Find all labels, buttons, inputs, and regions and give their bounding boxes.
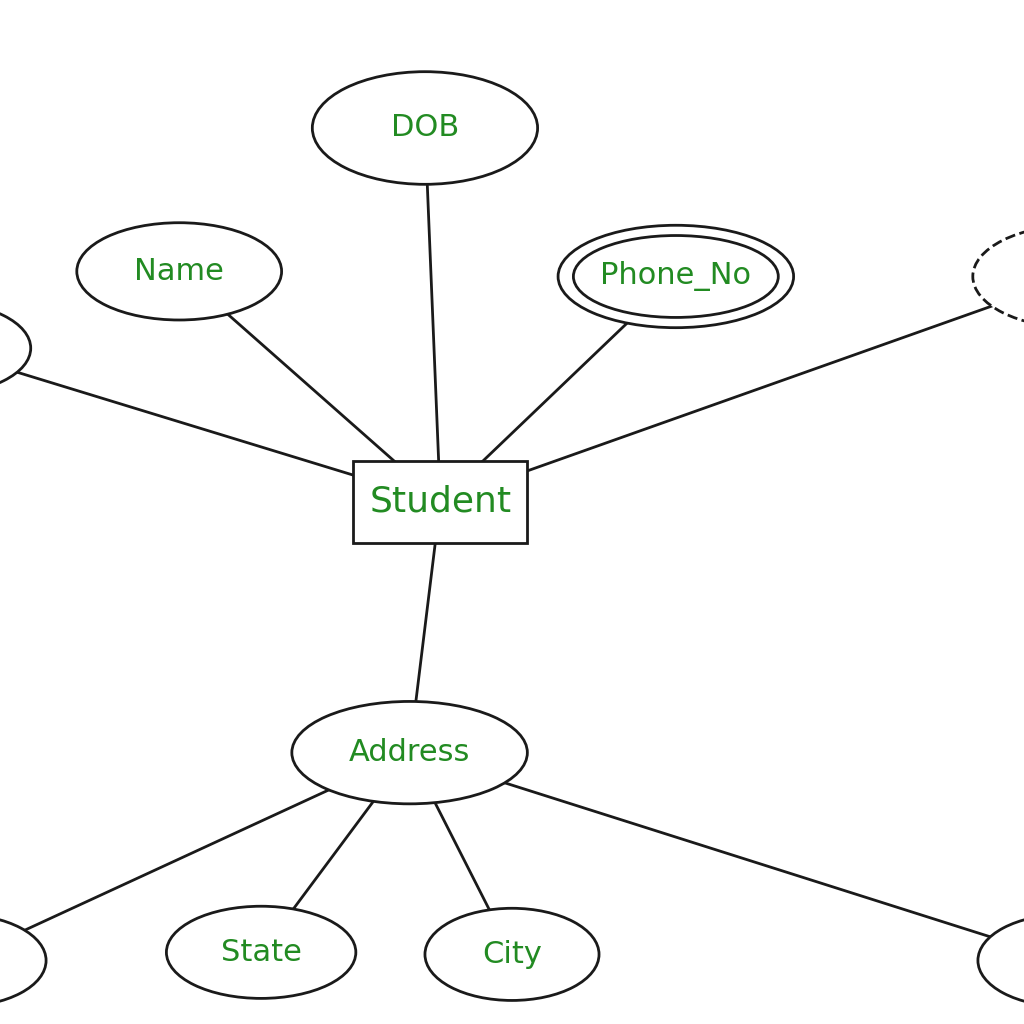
Text: Name: Name	[134, 257, 224, 286]
Ellipse shape	[558, 225, 794, 328]
Ellipse shape	[292, 701, 527, 804]
Bar	[353, 461, 527, 543]
Text: State: State	[221, 938, 301, 967]
Ellipse shape	[166, 906, 356, 998]
Ellipse shape	[978, 914, 1024, 1007]
Text: City: City	[482, 940, 542, 969]
Ellipse shape	[312, 72, 538, 184]
Ellipse shape	[973, 225, 1024, 328]
Text: DOB: DOB	[391, 114, 459, 142]
Text: Student: Student	[370, 484, 511, 519]
Ellipse shape	[77, 223, 282, 319]
Ellipse shape	[0, 914, 46, 1007]
Text: Phone_No: Phone_No	[600, 261, 752, 292]
Ellipse shape	[425, 908, 599, 1000]
Text: Address: Address	[349, 738, 470, 767]
Ellipse shape	[0, 302, 31, 394]
